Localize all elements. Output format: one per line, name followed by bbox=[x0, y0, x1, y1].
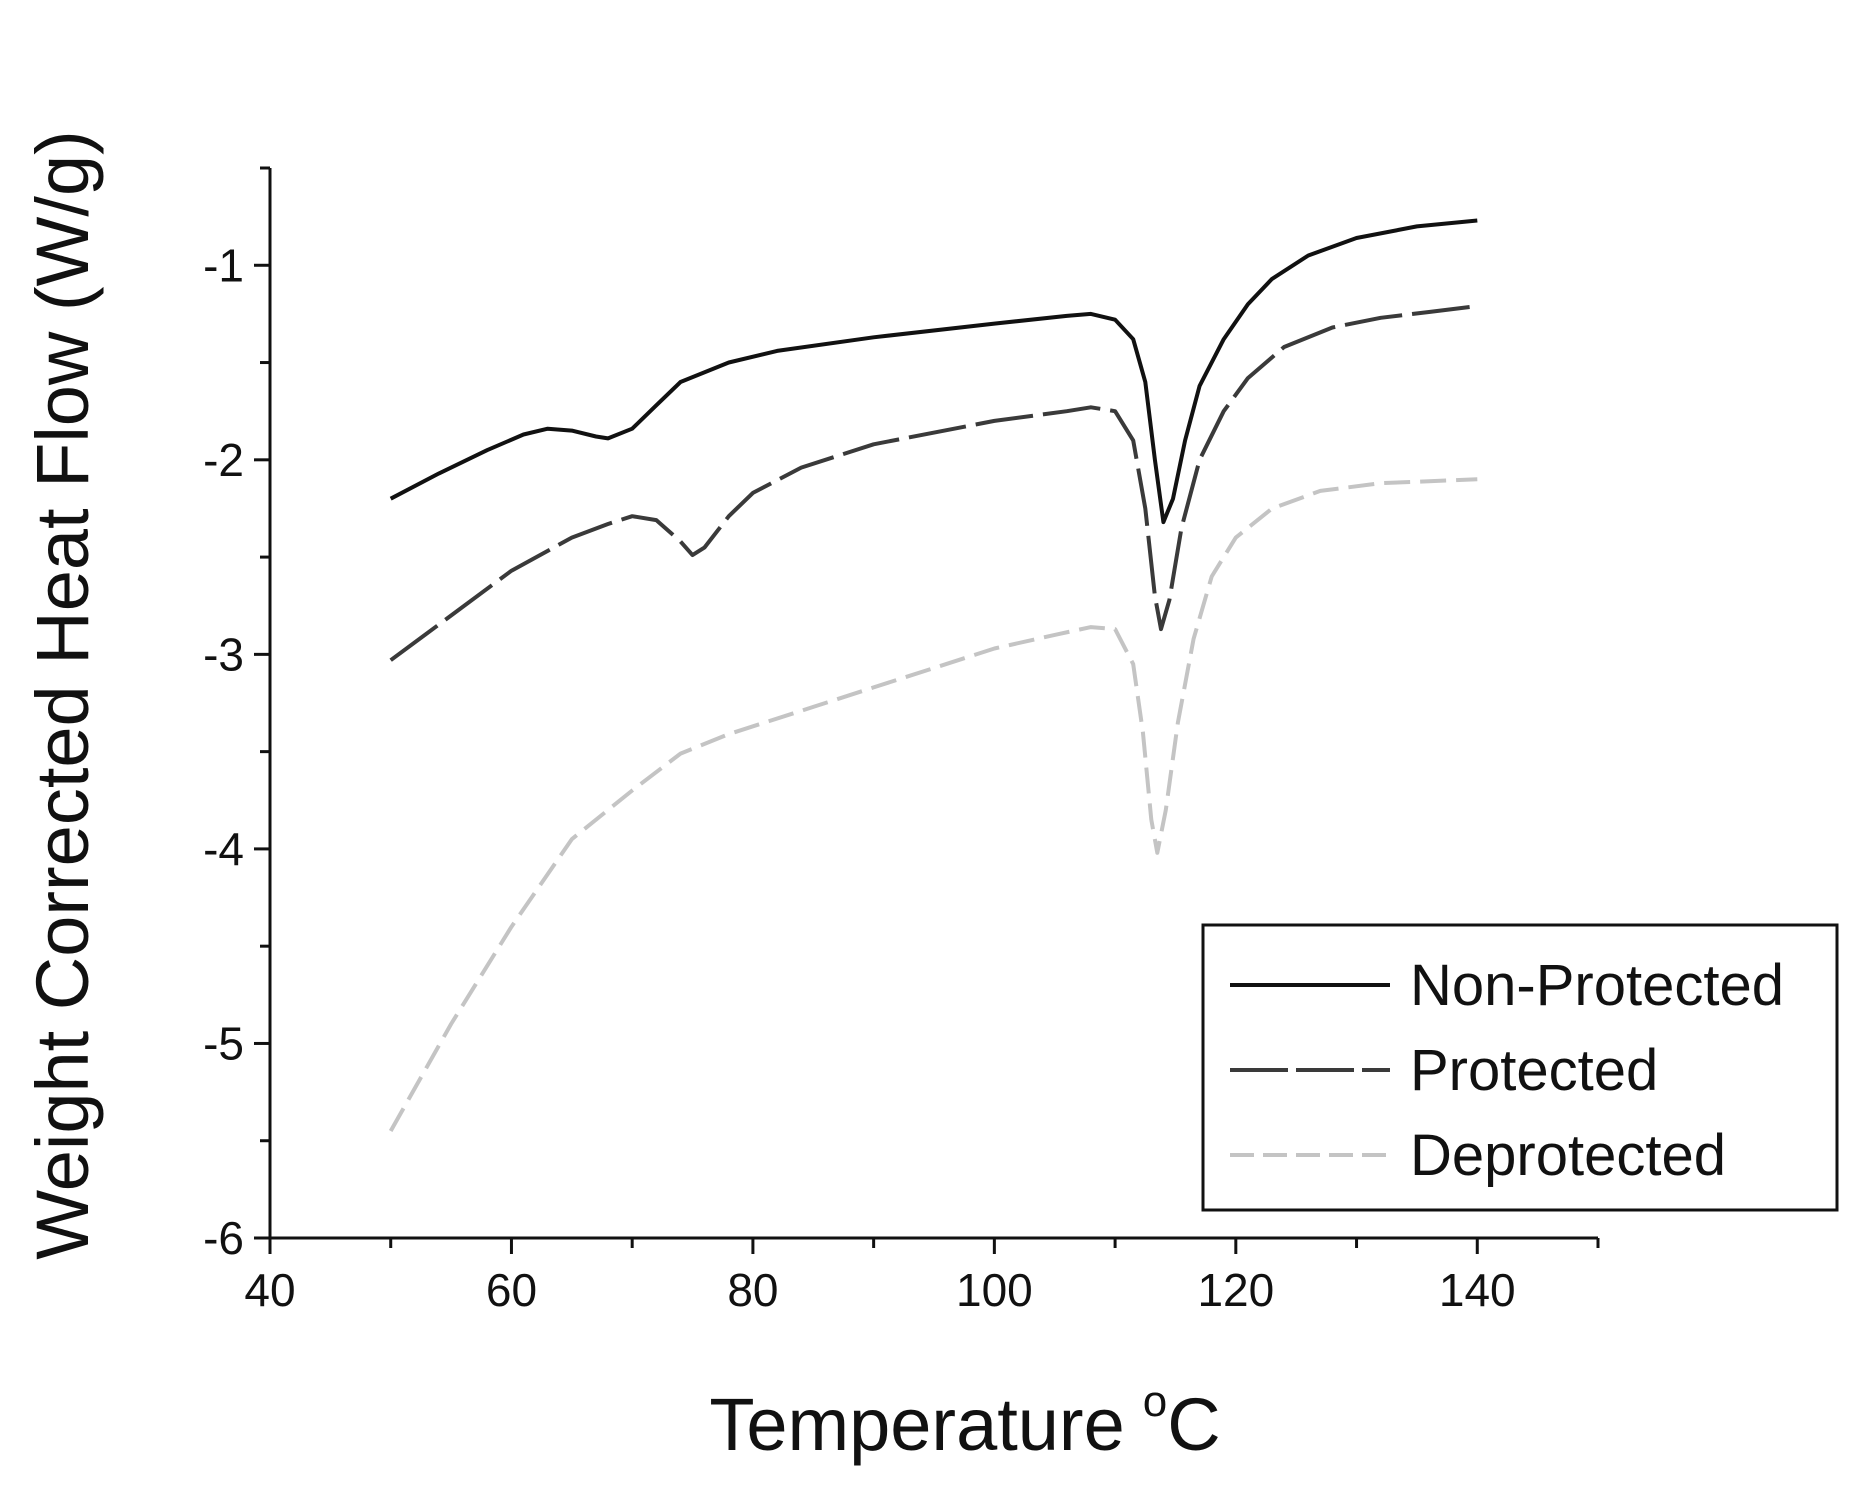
x-tick-label: 80 bbox=[727, 1264, 778, 1316]
x-ticks: 40 60 80 100 120 140 bbox=[244, 1238, 1600, 1316]
x-axis-unit-letter: C bbox=[1167, 1383, 1220, 1466]
y-tick-label: -3 bbox=[203, 628, 244, 680]
y-axis-title: Weight Corrected Heat Flow (W/g) bbox=[21, 130, 104, 1260]
y-tick-label: -2 bbox=[203, 434, 244, 486]
axes: 40 60 80 100 120 140 -1 -2 -3 -4 -5 -6 bbox=[203, 166, 1600, 1316]
x-axis-title: Temperature oC bbox=[709, 1377, 1220, 1466]
y-tick-label: -6 bbox=[203, 1212, 244, 1264]
legend-items: Non-Protected Protected Deprotected bbox=[1230, 953, 1784, 1188]
legend-label: Deprotected bbox=[1410, 1123, 1726, 1188]
y-ticks: -1 -2 -3 -4 -5 -6 bbox=[203, 166, 270, 1264]
series-lines bbox=[388, 218, 1478, 1132]
series-line-non-protected bbox=[389, 218, 1478, 525]
y-tick-label: -4 bbox=[203, 823, 244, 875]
legend-label: Non-Protected bbox=[1410, 953, 1784, 1018]
y-tick-label: -1 bbox=[203, 239, 244, 291]
legend-box bbox=[1201, 923, 1839, 1212]
x-tick-label: 40 bbox=[244, 1264, 295, 1316]
series-line-protected bbox=[389, 304, 1478, 662]
legend: Non-Protected Protected Deprotected bbox=[1201, 923, 1839, 1212]
x-axis-title-text: Temperature bbox=[709, 1383, 1124, 1466]
x-tick-label: 100 bbox=[956, 1264, 1033, 1316]
y-tick-label: -5 bbox=[203, 1017, 244, 1069]
series-line-deprotected bbox=[388, 477, 1478, 1132]
x-tick-label: 140 bbox=[1439, 1264, 1516, 1316]
legend-label: Protected bbox=[1410, 1038, 1658, 1103]
x-tick-label: 120 bbox=[1197, 1264, 1274, 1316]
x-tick-label: 60 bbox=[486, 1264, 537, 1316]
x-axis-unit-degree: o bbox=[1143, 1377, 1167, 1426]
